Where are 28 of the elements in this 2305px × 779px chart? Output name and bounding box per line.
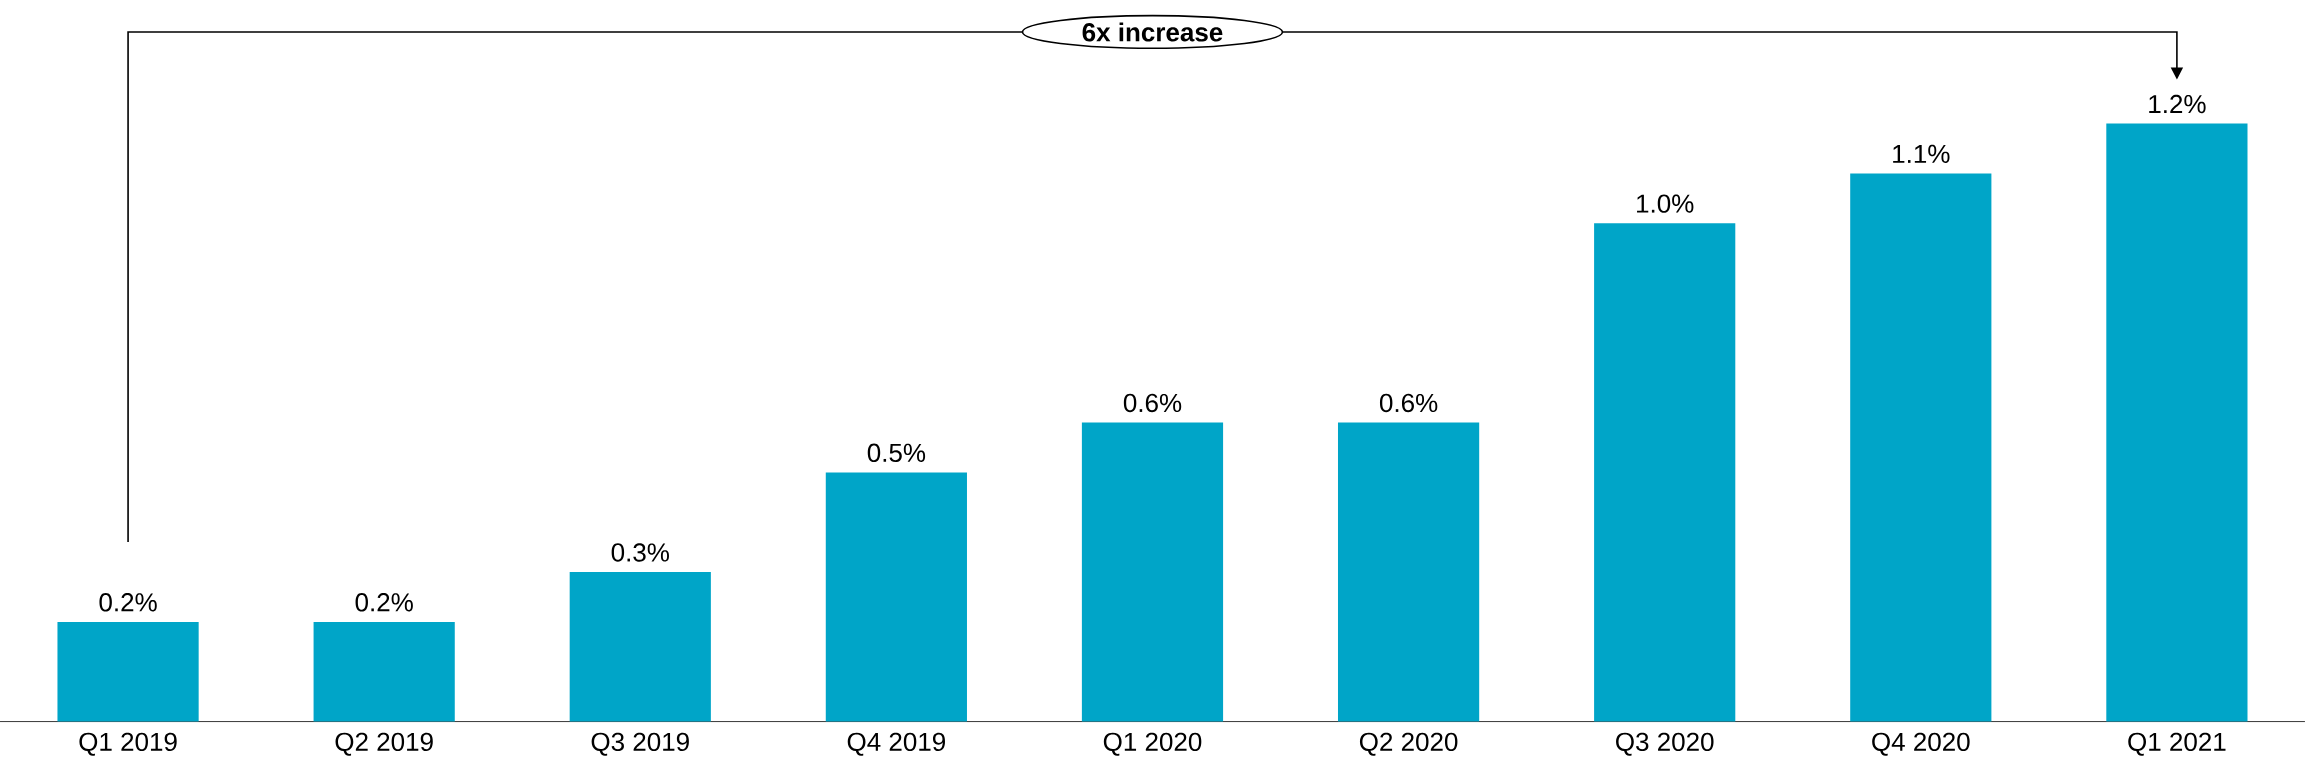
data-label: 0.2% [355,593,413,612]
x-tick-label: Q1 2020 [1103,732,1202,756]
bar [569,572,711,722]
x-tick-label: Q3 2019 [591,732,689,756]
bar [1850,173,1992,722]
x-tick-label: Q1 2021 [2128,732,2226,756]
data-label: 0.6% [1123,393,1182,413]
text: 6x increase [1082,22,1223,42]
data-label: 1.2% [2149,94,2206,114]
bar [313,621,455,722]
data-label: 0.5% [867,443,926,463]
x-tick-label: Q4 2019 [847,732,945,756]
data-label: 1.1% [1893,144,1950,164]
x-tick-label: Q4 2020 [1872,732,1970,756]
bar [2106,123,2248,722]
x-tick-label: Q1 2019 [79,732,177,756]
bar [1081,422,1224,722]
bar [825,472,967,722]
x-tick-label: Q2 2020 [1359,732,1458,756]
x-tick-label: Q2 2019 [335,732,433,756]
bar [57,621,199,722]
data-label: 0.2% [99,593,157,612]
data-label: 0.6% [1379,393,1438,413]
x-tick-label: Q3 2020 [1616,732,1714,756]
bar [1337,422,1480,722]
bar [1594,223,1736,722]
data-label: 1.0% [1637,194,1694,213]
data-label: 0.3% [611,543,669,562]
